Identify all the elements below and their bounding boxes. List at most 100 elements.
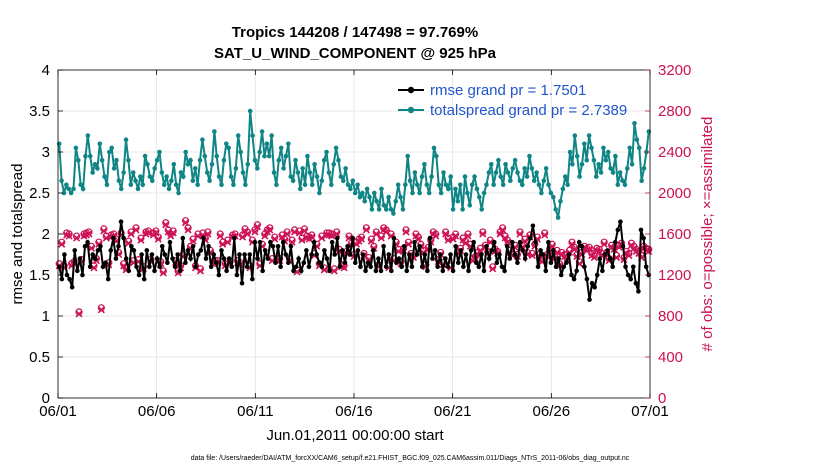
obs-assimilated-point [585, 245, 593, 253]
rmse-point [95, 248, 101, 253]
obs-assimilated-point [224, 238, 232, 246]
rmse-point [450, 268, 456, 274]
obs-assimilated-point [216, 232, 224, 240]
rmse-point [75, 268, 80, 274]
totalspread-point [202, 153, 208, 159]
totalspread-point [548, 190, 554, 196]
rmse-point [255, 256, 260, 261]
y-right-tick-label: 400 [658, 349, 683, 366]
rmse-point [108, 248, 114, 253]
rmse-point [625, 272, 631, 278]
obs-assimilated-point [377, 234, 385, 242]
totalspread-point [331, 162, 337, 167]
rmse-point [399, 264, 404, 270]
totalspread-point [219, 182, 224, 188]
rmse-point [448, 252, 453, 257]
rmse-point [304, 248, 309, 253]
rmse-point [77, 256, 83, 261]
totalspread-point [188, 157, 193, 163]
rmse-point [296, 256, 301, 261]
obs-assimilated-point [501, 234, 509, 242]
totalspread-point [185, 162, 191, 167]
obs-assimilated-point [504, 238, 512, 246]
rmse-point [435, 264, 440, 270]
totalspread-point [281, 166, 286, 171]
totalspread-point [138, 174, 143, 179]
rmse-point [551, 248, 556, 253]
x-tick-label: 06/01 [39, 403, 77, 420]
rmse-point [121, 235, 126, 241]
totalspread-point [474, 186, 480, 192]
rmse-point [564, 260, 569, 266]
totalspread-point [223, 141, 229, 147]
totalspread-point [178, 170, 184, 175]
rmse-point [643, 264, 649, 270]
rmse-point [600, 268, 605, 274]
totalspread-point [169, 178, 174, 183]
y-right-tick-label: 1200 [658, 267, 691, 284]
obs-assimilated-point [100, 227, 108, 235]
rmse-point [437, 252, 443, 257]
rmse-point [67, 276, 72, 282]
obs-assimilated-point [516, 230, 524, 238]
rmse-point [530, 223, 536, 229]
totalspread-point [388, 207, 394, 212]
rmse-point [288, 244, 294, 249]
totalspread-point [345, 182, 351, 188]
rmse-point [494, 260, 500, 266]
totalspread-point [352, 190, 358, 196]
rmse-point [471, 239, 476, 245]
totalspread-point [317, 190, 322, 196]
totalspread-point [107, 149, 112, 155]
rmse-point [293, 264, 299, 270]
rmse-point [520, 248, 525, 253]
totalspread-point [235, 133, 241, 138]
rmse-point [407, 252, 412, 257]
rmse-point [219, 248, 224, 253]
rmse-point [126, 268, 132, 274]
totalspread-point [240, 170, 246, 175]
rmse-point [368, 264, 374, 270]
rmse-point [252, 239, 258, 245]
rmse-point [324, 256, 330, 261]
totalspread-point [562, 174, 568, 179]
totalspread-point [142, 153, 148, 159]
totalspread-point [617, 170, 623, 175]
rmse-point [211, 252, 217, 257]
obs-assimilated-point [295, 229, 304, 237]
totalspread-point [405, 153, 411, 159]
totalspread-point [496, 157, 501, 163]
y-right-tick-label: 800 [658, 308, 683, 325]
y-right-tick-label: 2800 [658, 103, 691, 120]
rmse-point [87, 264, 93, 270]
obs-assimilated-point [261, 232, 269, 240]
rmse-point [363, 268, 368, 274]
totalspread-point [216, 174, 222, 179]
rmse-point [509, 239, 515, 245]
obs-assimilated-point [442, 230, 450, 238]
totalspread-point [183, 149, 189, 155]
totalspread-point [133, 178, 138, 183]
rmse-point [481, 268, 487, 274]
obs-assimilated-point [404, 240, 413, 248]
chart-subtitle: SAT_U_WIND_COMPONENT @ 925 hPa [214, 45, 497, 62]
rmse-point [535, 264, 541, 270]
totalspread-point [338, 174, 344, 179]
totalspread-point [264, 141, 270, 147]
obs-assimilated-point [243, 230, 252, 238]
rmse-point [291, 268, 296, 274]
totalspread-point [379, 186, 384, 192]
obs-assimilated-point [345, 234, 353, 242]
obs-assimilated-point [162, 221, 170, 229]
rmse-point [103, 260, 108, 266]
totalspread-point [197, 157, 203, 163]
rmse-point [162, 252, 168, 257]
rmse-point [479, 252, 484, 257]
totalspread-point [360, 190, 365, 196]
rmse-point [422, 252, 428, 257]
rmse-point [401, 244, 407, 249]
totalspread-point [123, 137, 129, 142]
totalspread-point [450, 207, 456, 212]
totalspread-point [601, 145, 606, 151]
obs-assimilated-point [479, 230, 487, 238]
